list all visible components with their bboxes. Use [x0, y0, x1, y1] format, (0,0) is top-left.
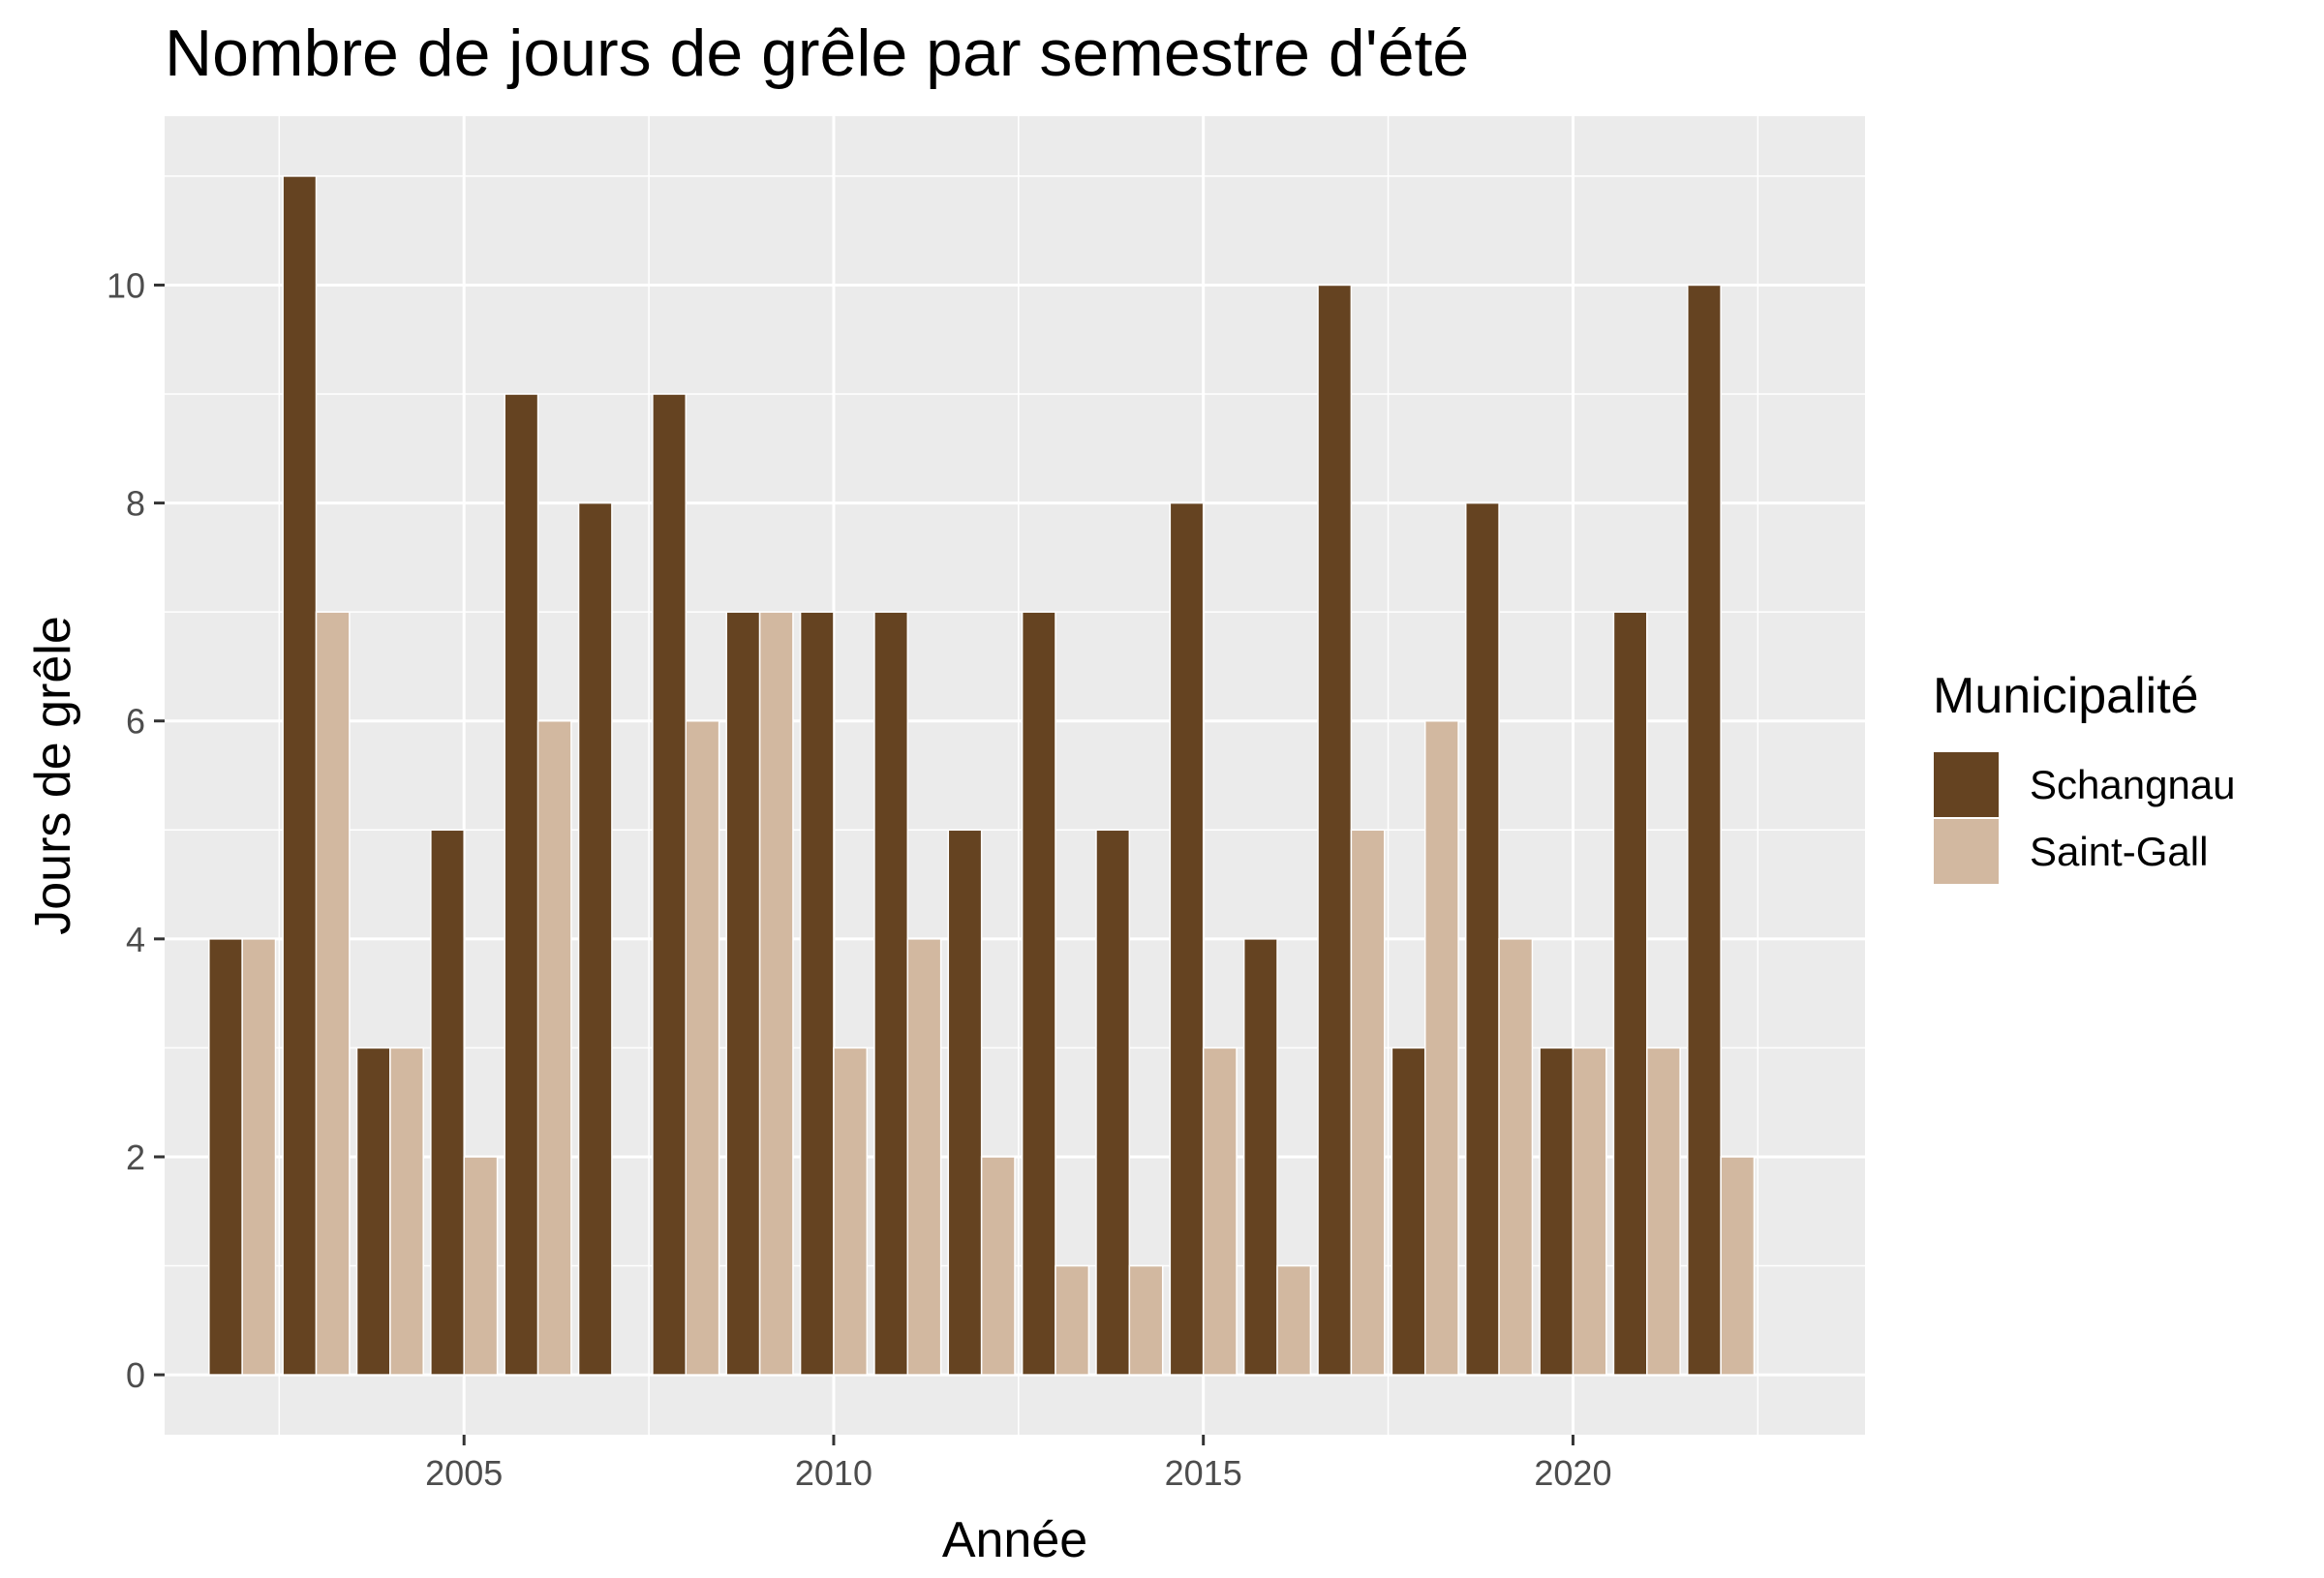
bar-schangnau-2004: [355, 1047, 391, 1376]
bar-schangnau-2007: [577, 501, 613, 1376]
bar-saint-gall-2022: [1720, 1156, 1756, 1376]
bar-schangnau-2013: [1021, 611, 1056, 1376]
bars: [208, 175, 1756, 1376]
x-tick-label: 2020: [1534, 1453, 1611, 1493]
bar-saint-gall-2017: [1350, 829, 1386, 1376]
bar-schangnau-2015: [1169, 501, 1205, 1376]
y-axis: 0 2 4 6 8 10: [107, 265, 165, 1395]
bar-schangnau-2017: [1317, 284, 1353, 1376]
legend-key-saint-gall: [1932, 817, 2001, 886]
bar-saint-gall-2016: [1276, 1264, 1312, 1376]
bar-schangnau-2011: [873, 611, 909, 1376]
bar-saint-gall-2009: [758, 611, 794, 1376]
bar-saint-gall-2004: [389, 1047, 424, 1376]
x-tick-label: 2010: [795, 1453, 872, 1493]
bar-saint-gall-2019: [1498, 938, 1534, 1376]
x-tick-label: 2005: [425, 1453, 503, 1493]
legend-title: Municipalité: [1933, 668, 2199, 724]
y-tick-label: 8: [126, 484, 145, 524]
bar-saint-gall-2003: [315, 611, 351, 1376]
bar-schangnau-2008: [652, 393, 688, 1376]
bar-schangnau-2021: [1612, 611, 1648, 1376]
legend-label-schangnau: Schangnau: [2030, 762, 2236, 807]
bar-schangnau-2009: [725, 611, 761, 1376]
y-tick-label: 4: [126, 920, 145, 959]
bar-schangnau-2006: [504, 393, 539, 1376]
bar-schangnau-2005: [430, 829, 465, 1376]
bar-schangnau-2022: [1687, 284, 1722, 1376]
bar-saint-gall-2005: [463, 1156, 499, 1376]
y-axis-title: Jours de grêle: [25, 616, 81, 935]
bar-saint-gall-2021: [1646, 1047, 1681, 1376]
bar-saint-gall-2015: [1202, 1047, 1238, 1376]
legend-items: Schangnau Saint-Gall: [1932, 750, 2236, 886]
bar-schangnau-2012: [947, 829, 983, 1376]
legend-label-saint-gall: Saint-Gall: [2030, 829, 2208, 874]
x-axis-title: Année: [942, 1512, 1087, 1568]
legend: Municipalité Schangnau Saint-Gall: [1932, 668, 2236, 886]
bar-saint-gall-2020: [1572, 1047, 1607, 1376]
bar-schangnau-2020: [1539, 1047, 1575, 1376]
bar-schangnau-2019: [1464, 501, 1500, 1376]
bar-saint-gall-2011: [906, 938, 942, 1376]
y-tick-label: 2: [126, 1138, 145, 1177]
bar-saint-gall-2008: [685, 719, 720, 1376]
bar-saint-gall-2018: [1423, 719, 1459, 1376]
x-tick-label: 2015: [1165, 1453, 1242, 1493]
x-axis: 2005 2010 2015 2020: [425, 1435, 1611, 1493]
bar-schangnau-2002: [208, 938, 243, 1376]
bar-saint-gall-2002: [241, 938, 277, 1376]
y-tick-label: 6: [126, 702, 145, 742]
bar-saint-gall-2010: [833, 1047, 869, 1376]
bar-schangnau-2003: [282, 175, 318, 1376]
bar-saint-gall-2012: [980, 1156, 1016, 1376]
y-tick-label: 10: [107, 265, 145, 305]
legend-key-schangnau: [1932, 750, 2001, 819]
bar-saint-gall-2013: [1055, 1264, 1090, 1376]
y-tick-label: 0: [126, 1355, 145, 1395]
bar-schangnau-2014: [1095, 829, 1131, 1376]
bar-schangnau-2018: [1391, 1047, 1426, 1376]
chart-title: Nombre de jours de grêle par semestre d'…: [165, 16, 1469, 90]
bar-schangnau-2016: [1242, 938, 1278, 1376]
bar-saint-gall-2006: [536, 719, 572, 1376]
bar-schangnau-2010: [799, 611, 835, 1376]
bar-saint-gall-2014: [1128, 1264, 1164, 1376]
